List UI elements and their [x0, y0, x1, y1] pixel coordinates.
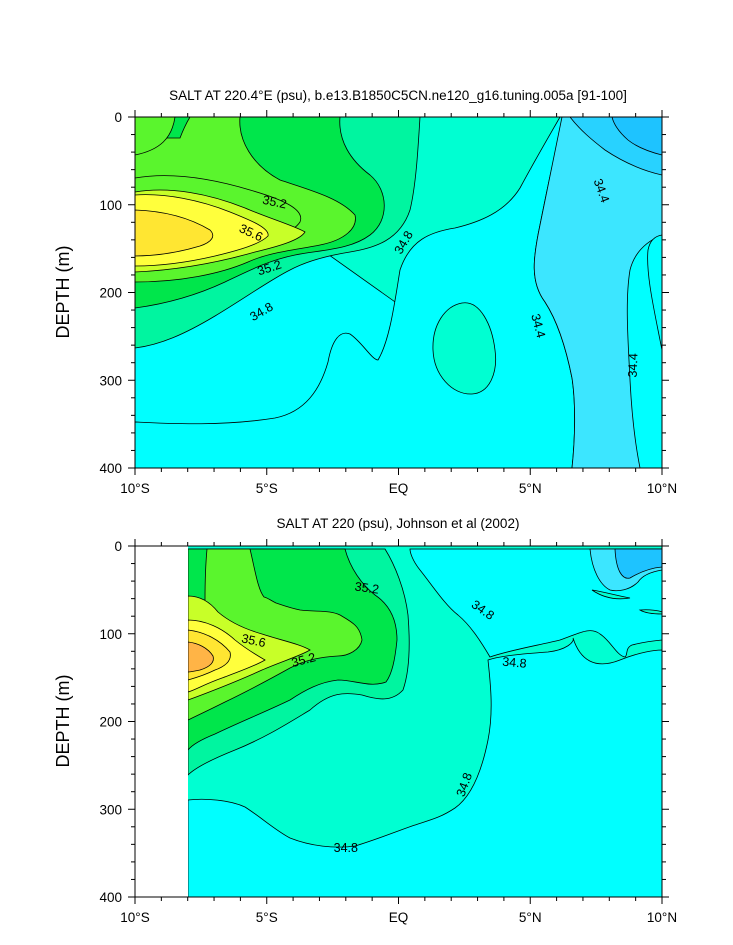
fill2-34-6-lower: [187, 637, 662, 897]
y-tick-label: 0: [114, 539, 122, 554]
contour-label-text: 35.2: [354, 579, 380, 596]
contour-label-text: 34.4: [528, 312, 548, 339]
panel-obs: SALT AT 220 (psu), Johnson et al (2002): [53, 516, 677, 925]
contour-label-text: 34.4: [626, 353, 641, 378]
fill2-island2: [591, 589, 631, 600]
fill-34-6-right: [647, 234, 662, 351]
fill-34-0: [611, 117, 662, 156]
y-tick-label: 300: [99, 373, 122, 388]
contour-label-text: 34.8: [502, 655, 528, 671]
x-tick-label: 5°N: [519, 910, 542, 925]
x-tick-label: 10°N: [647, 481, 677, 496]
x-tick-label: 10°S: [120, 481, 149, 496]
x-tick-label: 10°N: [647, 910, 677, 925]
x-tick-label: EQ: [389, 481, 409, 496]
panel-model-ylabel: DEPTH (m): [53, 246, 73, 339]
fill-34-8-blob: [432, 302, 497, 395]
x-tick-label: 10°S: [120, 910, 149, 925]
y-tick-label: 200: [99, 715, 122, 730]
fill2-36-2: [187, 641, 214, 673]
x-tick-label: EQ: [389, 910, 409, 925]
contour-label: 35.6: [240, 631, 267, 650]
panel-obs-axes: 10°S 5°S EQ 5°N 10°N 0 100 200 300 400: [99, 539, 677, 925]
y-tick-label: 100: [99, 627, 122, 642]
contour-label: 34.8: [334, 841, 358, 855]
panel-obs-contours: [187, 546, 662, 897]
panel-obs-contour-labels: 35.235.635.234.834.834.834.8: [240, 579, 528, 855]
y-tick-label: 300: [99, 802, 122, 817]
y-tick-label: 0: [114, 110, 122, 125]
contour-label-text: 35.2: [290, 650, 317, 670]
contour-label: 34.8: [502, 655, 528, 671]
contour-label-text: 35.6: [240, 631, 267, 650]
x-tick-label: 5°N: [519, 481, 542, 496]
contour-label: 35.2: [261, 193, 288, 212]
panel-obs-nodata: [135, 546, 188, 897]
y-tick-label: 100: [99, 198, 122, 213]
contour-label: 34.4: [528, 312, 548, 339]
contour-label: 35.2: [290, 650, 317, 670]
contour-label-text: 34.8: [334, 841, 358, 855]
y-tick-label: 400: [99, 461, 122, 476]
panel-model-axes: 10°S 5°S EQ 5°N 10°N 0 100 200 300 400: [99, 110, 677, 496]
y-tick-label: 400: [99, 890, 122, 905]
panel-model: SALT AT 220.4°E (psu), b.e13.B1850C5CN.n…: [53, 88, 677, 496]
panel-model-contours: [135, 117, 662, 468]
contour-label-text: 35.2: [261, 193, 288, 212]
x-tick-label: 5°S: [256, 910, 278, 925]
panel-model-title: SALT AT 220.4°E (psu), b.e13.B1850C5CN.n…: [169, 88, 627, 103]
contour-label: 34.4: [626, 353, 641, 378]
contour-label: 35.2: [354, 579, 380, 596]
fill2-34-2: [614, 548, 662, 579]
panel-obs-ylabel: DEPTH (m): [53, 675, 73, 768]
panel-obs-title: SALT AT 220 (psu), Johnson et al (2002): [277, 516, 520, 531]
fill-36-0: [135, 209, 214, 257]
y-tick-label: 200: [99, 286, 122, 301]
fill2-island: [638, 609, 662, 615]
fill-34-4: [533, 117, 662, 468]
x-tick-label: 5°S: [256, 481, 278, 496]
